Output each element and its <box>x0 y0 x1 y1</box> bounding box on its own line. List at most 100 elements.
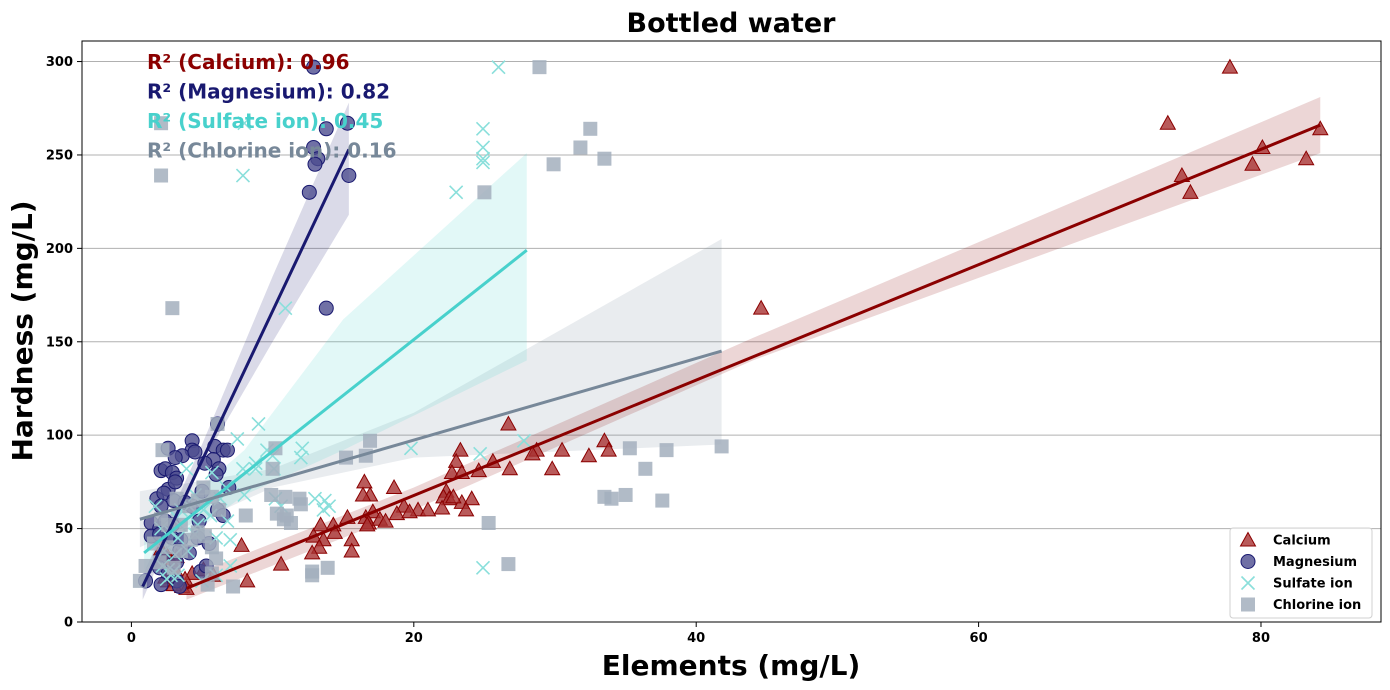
magnesium-point <box>167 450 183 466</box>
sulfate-ion-point <box>293 450 308 465</box>
sulfate-ion-point <box>148 499 163 514</box>
magnesium-point <box>318 300 334 316</box>
calcium-point <box>388 505 406 521</box>
calcium-point <box>553 441 571 457</box>
sulfate-ion-point <box>248 461 263 476</box>
chlorine-ion-point <box>583 121 598 136</box>
calcium-point <box>600 441 618 457</box>
calcium-point <box>377 512 394 528</box>
calcium-point <box>580 447 598 463</box>
chlorine-ion-point <box>138 558 153 573</box>
x-tick-label: 20 <box>405 631 423 646</box>
calcium-point <box>500 415 517 431</box>
legend-marker-sulfate-ion <box>1240 575 1256 591</box>
sulfate-ion-point <box>475 560 491 575</box>
chlorine-ion-series <box>132 60 729 594</box>
y-tick-label: 250 <box>46 148 73 163</box>
calcium-point <box>1297 150 1315 166</box>
sulfate-ion-point <box>179 461 194 476</box>
sulfate-ion-point <box>278 301 293 316</box>
chlorine-ion-point <box>154 116 169 131</box>
y-tick-label: 200 <box>46 242 73 257</box>
magnesium-point <box>167 474 183 490</box>
legend-marker-chlorine-ion <box>1241 597 1255 612</box>
calcium-point <box>1182 183 1199 199</box>
sulfate-ion-point <box>475 140 491 155</box>
chlorine-ion-point <box>622 441 637 456</box>
magnesium-regression-line <box>141 148 351 588</box>
sulfate-ion-point <box>449 185 464 200</box>
chlorine-ion-point <box>265 461 280 476</box>
calcium-point <box>457 501 475 517</box>
sulfate-ion-point <box>516 433 532 448</box>
x-tick-label: 0 <box>127 631 136 646</box>
calcium-point <box>310 538 328 554</box>
sulfate-ion-point <box>237 116 252 131</box>
chlorine-ion-point <box>604 491 619 506</box>
magnesium-point <box>306 59 322 75</box>
legend-marker-calcium <box>1239 531 1257 547</box>
calcium-point <box>238 572 256 588</box>
magnesium-point <box>171 579 187 595</box>
chlorine-ion-point <box>173 544 188 559</box>
calcium-point <box>356 473 373 489</box>
y-tick-label: 100 <box>46 429 73 444</box>
chlorine-ion-point <box>305 568 320 583</box>
y-axis-ticks: 0 50 100 150 200 250 300 <box>46 55 82 631</box>
calcium-point <box>354 486 372 502</box>
magnesium-point <box>208 466 224 482</box>
x-tick-label: 60 <box>970 631 988 646</box>
sulfate-ion-point <box>473 446 488 461</box>
magnesium-point <box>187 444 203 460</box>
chlorine-ion-point <box>238 508 253 523</box>
calcium-point <box>343 542 361 558</box>
y-tick-label: 0 <box>64 616 73 631</box>
chlorine-ion-point <box>477 185 492 200</box>
legend-box <box>1229 527 1373 619</box>
chlorine-ion-point <box>293 497 308 512</box>
plot-frame <box>81 40 1382 623</box>
chlorine-ion-point <box>532 60 547 75</box>
y-tick-label: 150 <box>46 335 73 350</box>
calcium-point <box>524 445 541 461</box>
legend-label-magnesium: Magnesium <box>1273 555 1357 570</box>
chlorine-ion-point <box>659 443 674 458</box>
r2-annotation-magnesium: R² (Magnesium): 0.82 <box>147 80 390 104</box>
chlorine-ion-point <box>573 140 588 155</box>
chlorine-ion-point <box>714 439 729 454</box>
chlorine-ion-point <box>618 487 633 502</box>
sulfate-ion-point <box>307 491 323 506</box>
chart-title: Bottled water <box>627 8 837 39</box>
sulfate-ion-point <box>475 155 491 170</box>
chlorine-ion-point <box>165 301 180 316</box>
chlorine-ion-point <box>481 515 496 530</box>
calcium-point <box>272 555 290 571</box>
legend-label-sulfate-ion: Sulfate ion <box>1273 577 1353 592</box>
calcium-point <box>326 523 344 539</box>
magnesium-point <box>339 115 355 131</box>
chlorine-ion-point <box>226 579 241 594</box>
chlorine-ion-point <box>211 502 226 517</box>
calcium-point <box>312 516 329 532</box>
chlorine-ion-point <box>155 443 170 458</box>
calcium-point <box>401 503 418 519</box>
chlorine-ion-point <box>166 560 181 575</box>
r2-annotation-calcium: R² (Calcium): 0.96 <box>147 50 350 74</box>
sulfate-ion-regression-line <box>143 249 528 555</box>
magnesium-point <box>307 156 323 172</box>
sulfate-ion-point <box>230 431 245 446</box>
x-axis-ticks: 0 20 40 60 80 <box>127 622 1270 646</box>
r2-annotation-sulfate-ion: R² (Sulfate ion): 0.45 <box>147 109 383 133</box>
calcium-point <box>463 490 481 506</box>
sulfate-ion-point <box>316 502 331 517</box>
magnesium-point <box>318 121 334 137</box>
calcium-point <box>358 516 376 532</box>
legend: Calcium Magnesium Sulfate ion Chlorine ion <box>1229 527 1373 619</box>
sulfate-ion-point <box>403 441 419 456</box>
calcium-point <box>233 536 250 552</box>
sulfate-ion-point <box>475 151 491 166</box>
calcium-point <box>303 544 321 560</box>
chlorine-ion-point <box>546 157 561 172</box>
calcium-point <box>752 299 770 315</box>
